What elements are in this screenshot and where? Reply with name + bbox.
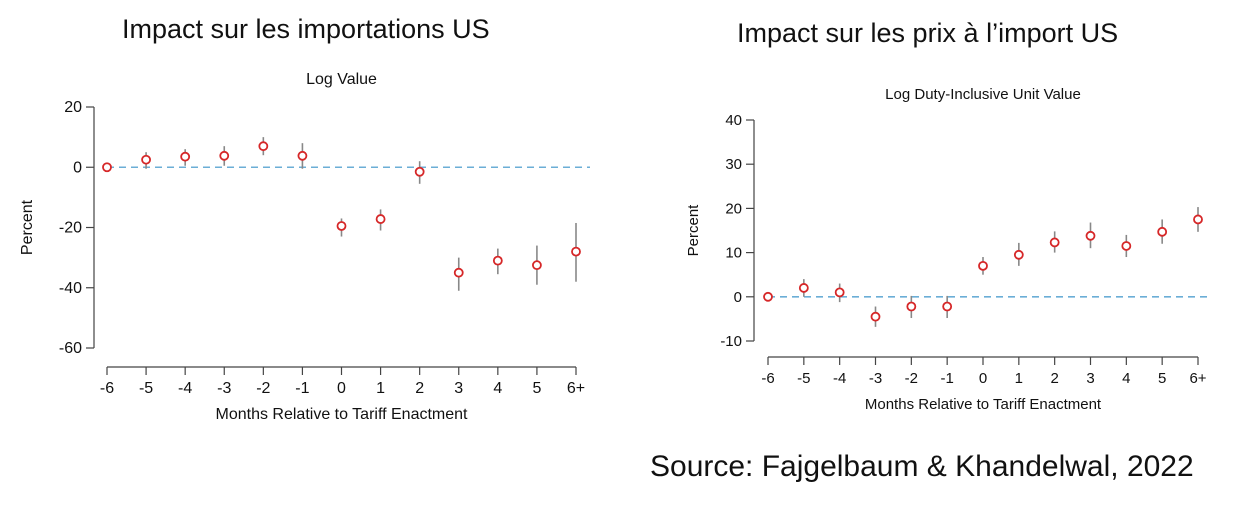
y-tick-label: 0 (73, 159, 82, 176)
data-point (763, 291, 773, 302)
data-point (102, 162, 112, 173)
x-axis-label: Months Relative to Tariff Enactment (865, 396, 1102, 413)
data-point (258, 141, 269, 152)
data-point (870, 311, 881, 322)
x-tick-label: -1 (940, 370, 953, 387)
chart-log-value: Log Value 20 0 -20 -40 -60 -6 -5 -4 -3 -2 -1 0 1 2 3 4 5 6… (19, 71, 590, 423)
data-point (336, 221, 347, 231)
data-point (571, 246, 581, 257)
x-tick-label: 6+ (1189, 370, 1206, 387)
x-tick-label: -5 (797, 370, 810, 387)
y-tick-label: 40 (725, 112, 742, 129)
data-point (1193, 214, 1203, 225)
y-tick-label: 30 (725, 156, 742, 173)
data-point (141, 154, 151, 165)
x-tick-label: 2 (1050, 370, 1058, 387)
y-tick-label: 20 (64, 99, 82, 116)
y-axis-label: Percent (685, 204, 702, 257)
x-tick-label: 5 (532, 380, 541, 397)
data-point (1157, 226, 1168, 237)
y-tick-label: 20 (725, 200, 742, 217)
chart-log-unit-value: Log Duty-Inclusive Unit Value403020100-1… (685, 86, 1212, 413)
left-panel-title: Impact sur les importations US (122, 14, 490, 44)
data-point (532, 260, 542, 271)
x-tick-label: -3 (869, 370, 882, 387)
y-tick-label: -20 (59, 220, 82, 237)
y-tick-label: 0 (734, 289, 742, 306)
data-point (414, 166, 425, 177)
x-tick-label: -4 (833, 370, 846, 387)
x-tick-label: 0 (337, 380, 346, 397)
x-tick-label: 1 (1015, 370, 1023, 387)
x-tick-label: 4 (1122, 370, 1130, 387)
x-tick-label: 1 (376, 380, 385, 397)
data-point (1121, 241, 1132, 251)
x-tick-label: -1 (295, 380, 309, 397)
x-tick-label: -2 (256, 380, 270, 397)
data-point (834, 287, 845, 298)
right-panel-title: Impact sur les prix à l’import US (737, 18, 1119, 48)
source-citation: Source: Fajgelbaum & Khandelwal, 2022 (650, 450, 1194, 483)
x-tick-label: -3 (217, 380, 231, 397)
x-tick-label: 3 (454, 380, 463, 397)
data-point (375, 214, 386, 224)
y-tick-label: -40 (59, 280, 82, 297)
x-tick-label: 4 (493, 380, 502, 397)
data-point (906, 301, 917, 312)
x-axis-label: Months Relative to Tariff Enactment (216, 406, 469, 423)
y-tick-label: -60 (59, 340, 82, 357)
data-point (219, 150, 230, 161)
x-tick-label: 3 (1086, 370, 1094, 387)
data-point (798, 283, 809, 293)
plot-title: Log Duty-Inclusive Unit Value (885, 86, 1081, 103)
data-point (297, 150, 308, 161)
x-tick-label: -2 (905, 370, 918, 387)
data-point (1049, 237, 1060, 248)
data-point (453, 267, 464, 278)
x-tick-label: -5 (139, 380, 153, 397)
data-point (978, 260, 988, 271)
x-tick-label: -6 (100, 380, 114, 397)
data-point (1013, 249, 1024, 260)
x-tick-label: 5 (1158, 370, 1166, 387)
data-point (942, 301, 953, 312)
data-point (180, 151, 191, 162)
x-tick-label: -4 (178, 380, 192, 397)
plot-title: Log Value (306, 71, 377, 88)
y-axis-label: Percent (19, 199, 36, 255)
y-tick-label: -10 (720, 333, 742, 350)
x-tick-label: 6+ (567, 380, 585, 397)
y-tick-label: 10 (725, 245, 742, 262)
data-point (492, 255, 503, 266)
x-tick-label: 0 (979, 370, 987, 387)
x-tick-label: -6 (761, 370, 774, 387)
x-tick-label: 2 (415, 380, 424, 397)
data-point (1085, 230, 1096, 241)
